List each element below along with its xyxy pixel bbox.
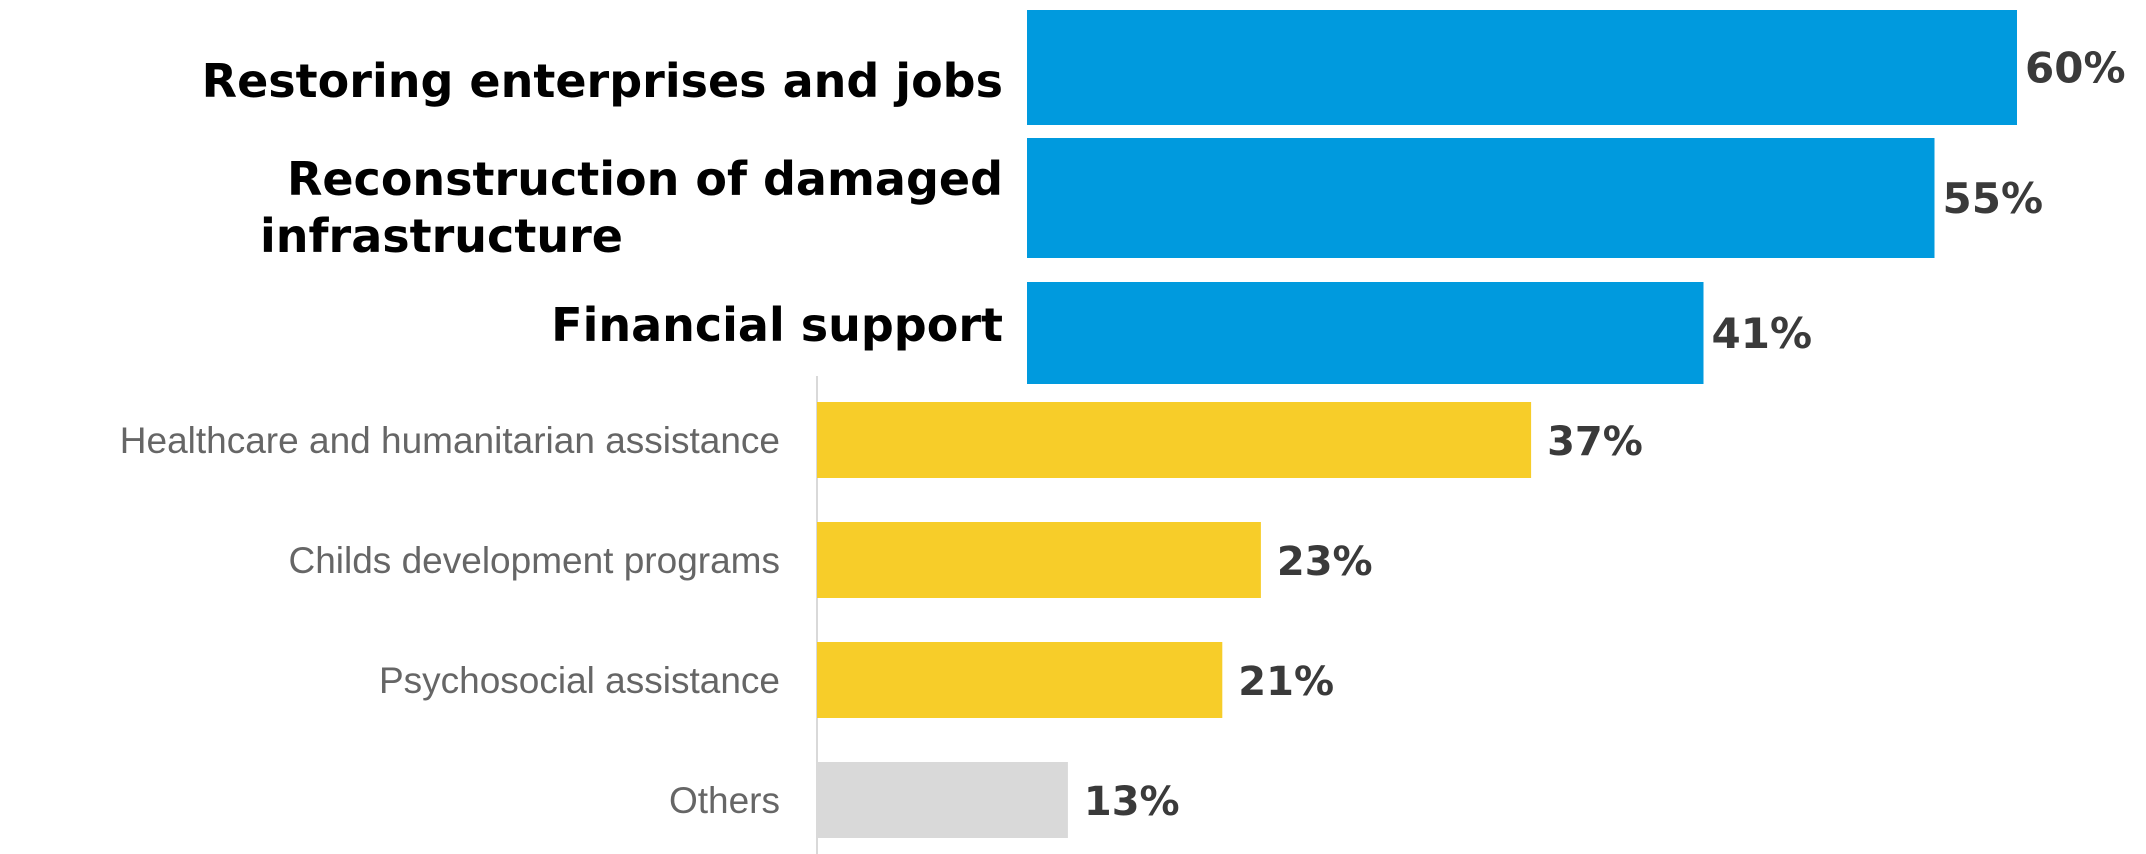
category-label: Psychosocial assistance bbox=[379, 660, 780, 701]
bar-3-highlighted bbox=[1027, 282, 1704, 384]
bar-4 bbox=[817, 402, 1532, 478]
value-label: 37% bbox=[1547, 419, 1643, 465]
category-label: Financial support bbox=[551, 298, 1003, 352]
value-label: 41% bbox=[1712, 309, 1813, 358]
category-label: Healthcare and humanitarian assistance bbox=[120, 420, 780, 461]
bar-2-highlighted bbox=[1027, 138, 1935, 258]
category-label: Others bbox=[669, 780, 780, 821]
bar-1-highlighted bbox=[1027, 10, 2017, 125]
bar-6 bbox=[817, 642, 1223, 718]
value-label: 21% bbox=[1238, 659, 1334, 705]
category-label: Restoring enterprises and jobs bbox=[202, 54, 1003, 108]
category-label: Childs development programs bbox=[288, 540, 780, 581]
bar-7 bbox=[817, 762, 1068, 838]
value-label: 55% bbox=[1943, 174, 2044, 223]
value-label: 23% bbox=[1277, 539, 1373, 585]
category-label: Reconstruction of damaged infrastructure bbox=[260, 152, 1003, 263]
value-label: 60% bbox=[2025, 44, 2126, 93]
value-label: 13% bbox=[1084, 779, 1180, 825]
bar-5 bbox=[817, 522, 1261, 598]
